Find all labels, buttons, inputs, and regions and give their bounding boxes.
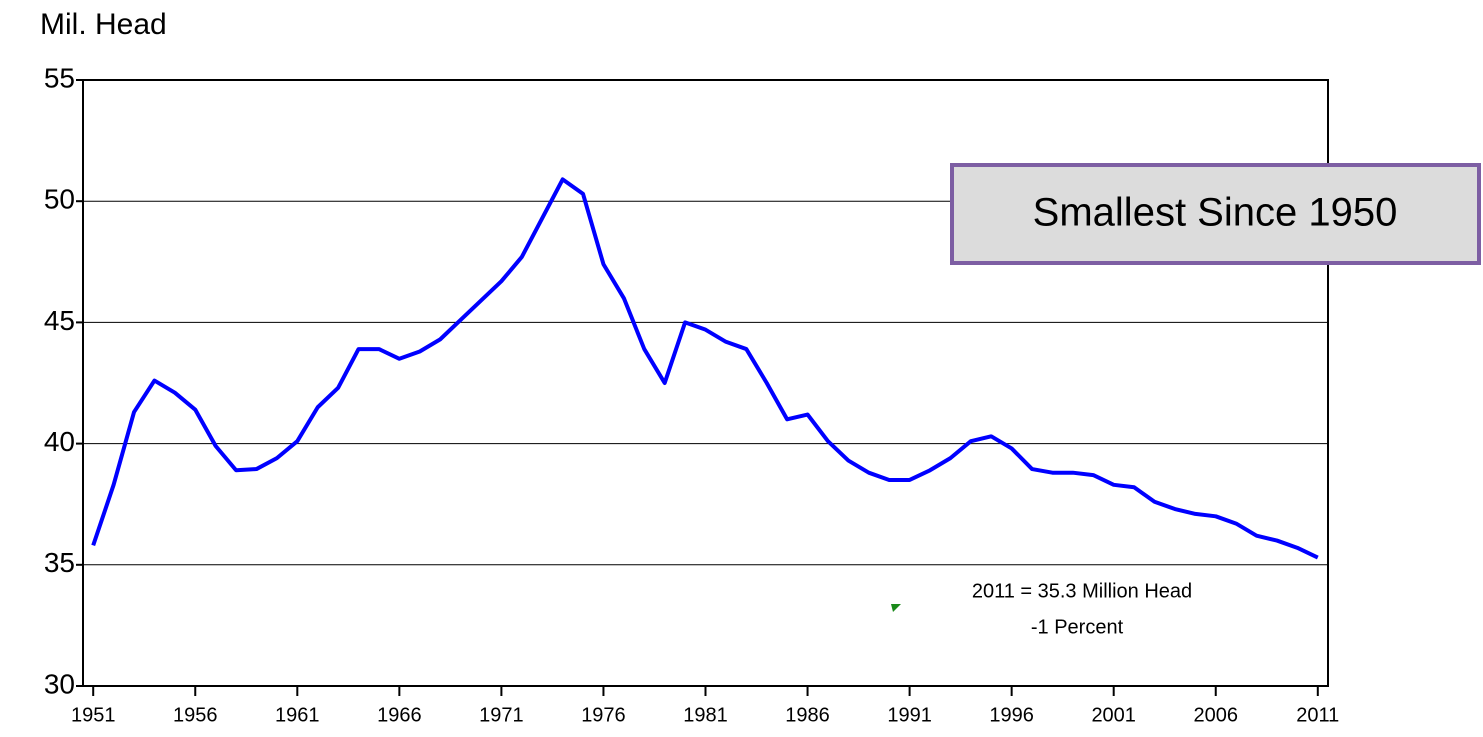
- x-tick-label: 2001: [1091, 704, 1136, 726]
- y-axis-label: Mil. Head: [40, 8, 167, 41]
- annotation: 2011 = 35.3 Million Head: [972, 580, 1192, 602]
- x-tick-label: 1991: [887, 704, 932, 726]
- callout-box: [950, 163, 1481, 265]
- y-tick-label: 40: [44, 426, 75, 457]
- y-tick-label: 50: [44, 184, 75, 215]
- annotation: -1 Percent: [1031, 616, 1124, 638]
- x-tick-label: 1976: [581, 704, 626, 726]
- callout-text: Smallest Since 1950: [1033, 191, 1398, 235]
- marker-icon: [891, 604, 901, 612]
- x-tick-label: 1951: [71, 704, 116, 726]
- x-tick-label: 1986: [785, 704, 830, 726]
- x-tick-label: 1956: [173, 704, 218, 726]
- y-tick-label: 45: [44, 305, 75, 336]
- x-tick-label: 1971: [479, 704, 524, 726]
- y-tick-label: 55: [44, 62, 75, 93]
- x-tick-label: 1981: [683, 704, 728, 726]
- x-tick-label: 2006: [1193, 704, 1238, 726]
- x-tick-label: 1961: [275, 704, 320, 726]
- y-tick-label: 30: [44, 668, 75, 699]
- x-tick-label: 2011: [1296, 704, 1339, 726]
- data-line: [91, 177, 1319, 560]
- x-tick-label: 1996: [989, 704, 1034, 726]
- x-tick-label: 1966: [377, 704, 422, 726]
- y-tick-label: 35: [44, 547, 75, 578]
